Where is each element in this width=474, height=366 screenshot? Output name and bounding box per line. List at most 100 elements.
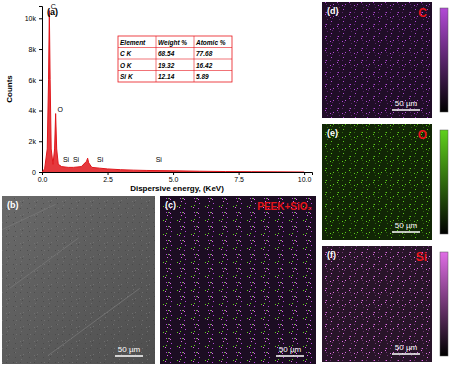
x-tick-label: 5.0 [169, 176, 179, 183]
y-tick-mark [39, 49, 42, 50]
table-frame [118, 36, 232, 82]
peak-label: Si [156, 156, 163, 163]
overlay-title: PEEK+SiO₂ [257, 201, 312, 212]
scale-bar [115, 355, 143, 357]
table-cell: 16.42 [196, 62, 213, 69]
x-tick-mark [239, 172, 240, 175]
table-rule [118, 70, 232, 71]
x-axis: 0.0 2.5 5.0 7.5 10.0 [38, 172, 313, 183]
x-tick-label: 10.0 [298, 176, 312, 183]
y-tick-mark [39, 18, 42, 19]
plot-marks [42, 11, 304, 172]
element-map [322, 2, 432, 118]
table-rule [118, 47, 232, 48]
y-tick: 6k [29, 77, 42, 84]
y-tick: 4k [29, 107, 42, 114]
table-cell: Si K [120, 73, 134, 80]
scale-bar-label: 50 µm [395, 99, 418, 108]
scale-bar-label: 50 µm [279, 345, 302, 354]
element-map-panel: (d) C 50 µm [322, 2, 448, 118]
color-bar [440, 252, 448, 356]
element-name: O [418, 128, 427, 142]
x-tick-label: 7.5 [234, 176, 244, 183]
sem-streak [48, 288, 140, 355]
table-header: Weight % [158, 39, 187, 47]
element-map [322, 124, 432, 240]
table-cell: 77.68 [196, 50, 213, 57]
peak-label: O [57, 106, 63, 113]
table-cell: 19.32 [158, 62, 175, 69]
y-tick-label: 0 [32, 169, 36, 176]
y-axis: 0 2k 4k 6k 8k 10k [25, 7, 43, 176]
table-cell: 5.89 [196, 73, 209, 80]
x-axis-title: Dispersive energy, (KeV) [130, 184, 224, 193]
table-rule [118, 59, 232, 60]
table-cell: O K [120, 62, 133, 69]
peak-label: Si [97, 156, 104, 163]
y-tick-label: 10k [25, 15, 37, 22]
y-tick: 8k [29, 46, 42, 53]
panel-label: (f) [327, 250, 336, 260]
table-rule [156, 36, 157, 82]
x-tick: 0.0 [38, 172, 48, 183]
table-cell: C K [120, 50, 133, 57]
x-tick: 7.5 [234, 172, 244, 183]
color-bar [440, 130, 448, 234]
sem-image [2, 196, 155, 364]
x-axis-line [43, 173, 313, 176]
y-tick: 2k [29, 138, 42, 145]
element-map [322, 246, 432, 362]
scale-bar-label: 50 µm [395, 343, 418, 352]
y-tick-mark [39, 141, 42, 142]
x-tick-mark [304, 172, 305, 175]
element-map-panel: (f) Si 50 µm [322, 246, 448, 362]
element-name: Si [416, 250, 427, 264]
y-tick-mark [39, 111, 42, 112]
x-tick: 10.0 [298, 172, 312, 183]
figure: 0.0 2.5 5.0 7.5 10.0 0 2k 4k 6k 8k 10k Dispersive e… [0, 0, 474, 366]
inset-table: Element C K O K Si K Weight % 68.54 19.32 12.14… [118, 36, 232, 82]
scale-bar-label: 50 µm [118, 345, 141, 354]
spectrum-area [42, 11, 304, 172]
y-tick: 10k [25, 15, 42, 22]
peak-label: Si [73, 156, 80, 163]
scale-bar [392, 353, 420, 355]
sem-streak [10, 238, 79, 288]
scale-bar [392, 231, 420, 233]
scale-bar [392, 109, 420, 111]
peak-label: Si [63, 156, 70, 163]
panel-label: (b) [7, 200, 19, 210]
spectrum-line [42, 11, 304, 172]
color-bar [440, 8, 448, 112]
y-tick-label: 6k [29, 77, 37, 84]
x-tick: 5.0 [169, 172, 179, 183]
table-header: Atomic % [195, 39, 226, 46]
y-tick-mark [39, 80, 42, 81]
table-cell: 68.54 [158, 50, 175, 57]
y-axis-title: Counts [5, 75, 14, 103]
overlay-panel: (c) PEEK+SiO₂ 50 µm [160, 196, 316, 364]
scale-bar-label: 50 µm [395, 221, 418, 230]
scale-bar [276, 355, 304, 357]
element-map-panel: (e) O 50 µm [322, 124, 448, 240]
element-name: C [418, 6, 427, 20]
y-axis-line [39, 7, 43, 173]
y-tick-mark [39, 172, 42, 173]
panel-label: (a) [47, 7, 58, 17]
sem-panel: (b) 50 µm [2, 196, 155, 364]
y-tick: 0 [32, 169, 42, 176]
x-tick: 2.5 [103, 172, 113, 183]
x-tick-mark [173, 172, 174, 175]
panel-label: (c) [165, 200, 176, 210]
y-tick-label: 8k [29, 46, 37, 53]
overlay-map [160, 196, 316, 364]
panel-label: (e) [327, 128, 338, 138]
table-cell: 12.14 [158, 73, 175, 80]
table-header: Element [120, 39, 146, 46]
y-tick-label: 4k [29, 107, 37, 114]
x-tick-mark [108, 172, 109, 175]
x-tick-label: 2.5 [103, 176, 113, 183]
sem-texture [2, 196, 155, 364]
y-tick-label: 2k [29, 138, 37, 145]
panel-label: (d) [327, 6, 339, 16]
